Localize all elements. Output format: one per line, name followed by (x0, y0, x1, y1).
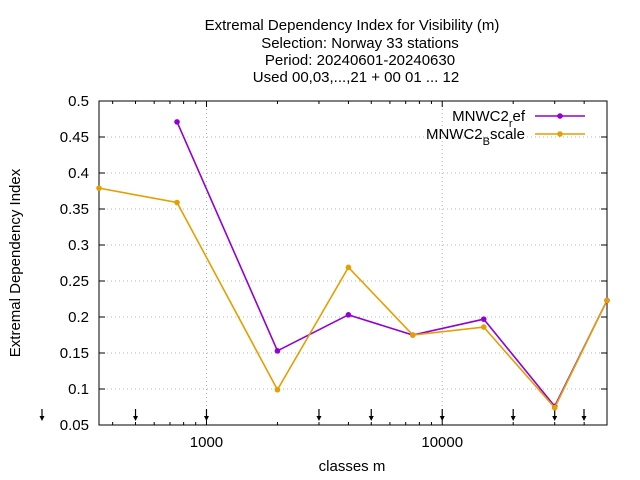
threshold-arrow-head (439, 416, 445, 421)
legend-entry: MNWC2Bscale (426, 126, 585, 148)
x-tick-label: 10000 (421, 434, 463, 451)
data-point (604, 297, 610, 304)
series-bscale (96, 185, 610, 411)
data-point (274, 348, 281, 354)
legend-label: MNWC2Bscale (426, 126, 525, 148)
threshold-arrow-marker (552, 409, 558, 421)
data-point (480, 316, 487, 322)
y-tick-label: 0.25 (60, 273, 89, 290)
data-point (174, 199, 180, 206)
y-axis-label: Extremal Dependency Index (7, 168, 24, 357)
y-tick-label: 0.45 (60, 129, 89, 146)
data-point (480, 324, 487, 330)
threshold-arrow-marker (581, 409, 587, 421)
y-tick-label: 0.35 (60, 201, 89, 218)
series-line (176, 121, 608, 408)
data-point (345, 312, 352, 318)
x-axis-ticks: 1000 10000 (112, 101, 585, 451)
chart-title-line-4: Used 00,03,...,21 + 00 01 ... 12 (253, 69, 459, 86)
legend-swatch-point (557, 131, 563, 137)
x-tick-label: 1000 (190, 434, 223, 451)
y-tick-label: 0.4 (68, 165, 89, 182)
threshold-markers (39, 409, 587, 421)
threshold-arrow-head (316, 416, 322, 421)
legend-label: MNWC2ref (452, 108, 526, 130)
data-point (96, 185, 102, 191)
legend-swatch-point (557, 113, 563, 119)
data-point (274, 386, 281, 393)
legend-entry: MNWC2ref (452, 108, 585, 130)
threshold-arrow-head (203, 416, 209, 421)
series-line (98, 187, 608, 410)
chart-title-line-3: Period: 20240601-20240630 (265, 52, 455, 69)
threshold-arrow-marker (39, 409, 45, 421)
y-tick-label: 0.3 (68, 237, 89, 254)
threshold-arrow-marker (133, 409, 139, 421)
y-tick-label: 0.2 (68, 309, 89, 326)
threshold-arrow-head (133, 416, 139, 421)
threshold-arrow-marker (439, 409, 445, 421)
y-axis-ticks: 0.05 0.1 0.15 0.2 0.25 0.3 0.35 0.4 0.45 0.5 (60, 93, 607, 434)
threshold-arrow-head (368, 416, 374, 421)
x-axis-label: classes m (319, 458, 386, 475)
y-tick-label: 0.5 (68, 93, 89, 110)
data-point (551, 404, 558, 411)
chart-title-line-2: Selection: Norway 33 stations (261, 35, 459, 52)
chart-title-line-1: Extremal Dependency Index for Visibility… (205, 17, 500, 34)
threshold-arrow-head (581, 416, 587, 421)
data-point (409, 332, 416, 338)
series-ref (174, 119, 610, 410)
chart-title: Extremal Dependency Index for Visibility… (205, 17, 500, 86)
y-tick-label: 0.15 (60, 345, 89, 362)
data-point (345, 264, 352, 271)
threshold-arrow-marker (510, 409, 516, 421)
threshold-arrow-head (510, 416, 516, 421)
threshold-arrow-head (552, 416, 558, 421)
data-point (174, 119, 180, 125)
axes (98, 100, 608, 426)
threshold-arrow-marker (203, 409, 209, 421)
y-tick-label: 0.05 (60, 417, 89, 434)
threshold-arrow-marker (368, 409, 374, 421)
plot-frame (98, 100, 608, 426)
y-tick-label: 0.1 (68, 381, 89, 398)
threshold-arrow-marker (316, 409, 322, 421)
series-lines (96, 119, 610, 411)
threshold-arrow-head (39, 416, 45, 421)
